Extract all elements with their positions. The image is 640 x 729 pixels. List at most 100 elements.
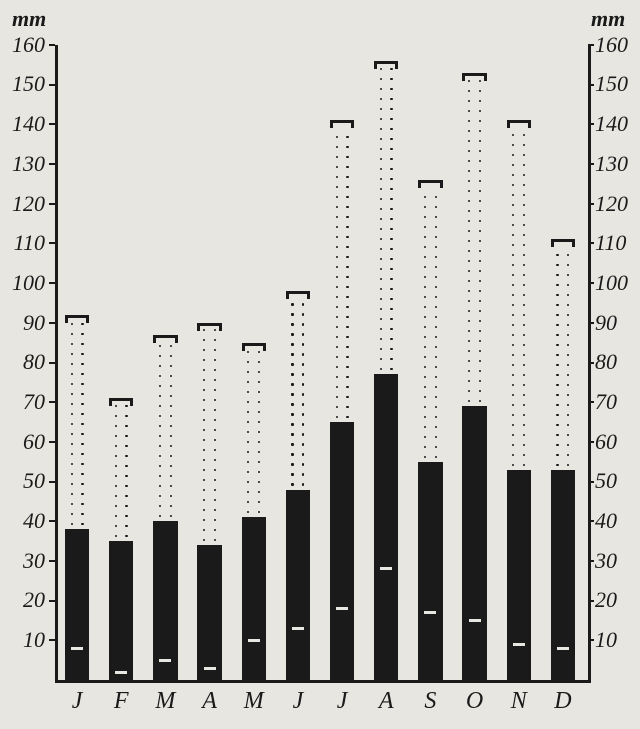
bar-dot xyxy=(435,316,437,318)
bar-solid xyxy=(65,529,89,680)
bar-dot xyxy=(523,174,525,176)
bar-dot xyxy=(523,394,525,396)
x-tick-label: F xyxy=(114,688,129,715)
bar-dot xyxy=(424,446,426,448)
bar-dot xyxy=(336,216,338,218)
bar-dot xyxy=(81,513,83,515)
bar-dot xyxy=(523,454,525,456)
bar-dot xyxy=(336,206,338,208)
bar-dot xyxy=(336,296,338,298)
x-tick-label: D xyxy=(554,688,571,715)
bar-dot xyxy=(424,356,426,358)
bar-dot xyxy=(523,194,525,196)
bar-dot xyxy=(336,336,338,338)
bar-dot xyxy=(523,274,525,276)
bar-dot xyxy=(125,435,127,437)
bar-inner-mark xyxy=(513,643,525,646)
y-tick-mark xyxy=(49,600,55,602)
bar-dot xyxy=(81,473,83,475)
y-tick-label-right: 160 xyxy=(595,32,628,58)
bar-solid xyxy=(418,462,442,680)
x-tick-label: A xyxy=(202,688,217,715)
y-tick-mark xyxy=(49,322,55,324)
y-tick-mark xyxy=(588,481,594,483)
bar-dot xyxy=(81,393,83,395)
bar-dot xyxy=(346,186,348,188)
y-tick-label-right: 40 xyxy=(595,508,617,534)
bar-dot xyxy=(556,384,558,386)
bar-dot xyxy=(435,326,437,328)
bar-dot xyxy=(125,515,127,517)
bar-dot xyxy=(291,393,293,395)
bar-dot xyxy=(523,214,525,216)
y-tick-mark xyxy=(49,560,55,562)
x-tick-label: J xyxy=(293,688,304,715)
bar-dot xyxy=(435,446,437,448)
bar-dot xyxy=(556,414,558,416)
bar-dot xyxy=(424,326,426,328)
bar-dot xyxy=(336,196,338,198)
bar-dot xyxy=(336,306,338,308)
bar-dot xyxy=(346,256,348,258)
bar-dot xyxy=(424,216,426,218)
bar-dot xyxy=(81,363,83,365)
bar-dot xyxy=(424,266,426,268)
bar-dot xyxy=(346,276,348,278)
x-tick-label: M xyxy=(155,688,175,715)
bar-dot xyxy=(81,493,83,495)
bar-dot xyxy=(556,424,558,426)
bar-dot xyxy=(346,266,348,268)
bar-dot xyxy=(424,376,426,378)
bar-dot xyxy=(81,483,83,485)
bar-dot xyxy=(424,306,426,308)
bar-dot xyxy=(346,366,348,368)
bar-dot xyxy=(336,286,338,288)
bar-dot xyxy=(346,336,348,338)
bar-dot xyxy=(556,334,558,336)
bar-dot xyxy=(346,156,348,158)
y-tick-mark xyxy=(588,163,594,165)
bar-dot xyxy=(346,286,348,288)
y-tick-label-right: 10 xyxy=(595,627,617,653)
bar-dot xyxy=(556,274,558,276)
y-tick-mark xyxy=(588,123,594,125)
x-tick-label: J xyxy=(337,688,348,715)
bar-dot xyxy=(523,164,525,166)
y-tick-mark xyxy=(49,44,55,46)
bar-solid xyxy=(462,406,486,680)
y-tick-mark xyxy=(588,401,594,403)
bar-dot xyxy=(523,384,525,386)
bar-dot xyxy=(336,316,338,318)
bar-dot xyxy=(435,286,437,288)
x-tick-label: M xyxy=(244,688,264,715)
bar-dot xyxy=(336,266,338,268)
y-tick-label-right: 110 xyxy=(595,230,626,256)
bar-dot xyxy=(435,356,437,358)
bar-dot xyxy=(336,396,338,398)
bar-dot xyxy=(556,354,558,356)
bar-dot xyxy=(435,386,437,388)
bar-dot xyxy=(291,333,293,335)
y-tick-mark xyxy=(588,639,594,641)
bar-dot xyxy=(346,386,348,388)
y-tick-label-right: 100 xyxy=(595,270,628,296)
bar-inner-mark xyxy=(336,607,348,610)
bar-dot xyxy=(435,216,437,218)
bar-dot xyxy=(125,525,127,527)
bar-dot xyxy=(336,156,338,158)
x-tick-label: S xyxy=(424,688,436,715)
bar-dot xyxy=(336,386,338,388)
bar-dot xyxy=(556,264,558,266)
x-tick-label: A xyxy=(379,688,394,715)
bar-dot xyxy=(523,424,525,426)
bar-cap xyxy=(374,61,398,69)
bar-dot xyxy=(81,463,83,465)
bar-dot xyxy=(424,206,426,208)
bar-dot xyxy=(291,353,293,355)
bar-dot xyxy=(346,356,348,358)
bar-dot xyxy=(346,176,348,178)
bar-dot xyxy=(523,304,525,306)
bar-dot xyxy=(523,314,525,316)
y-tick-label-left: 70 xyxy=(0,389,45,415)
bar-dot xyxy=(336,236,338,238)
